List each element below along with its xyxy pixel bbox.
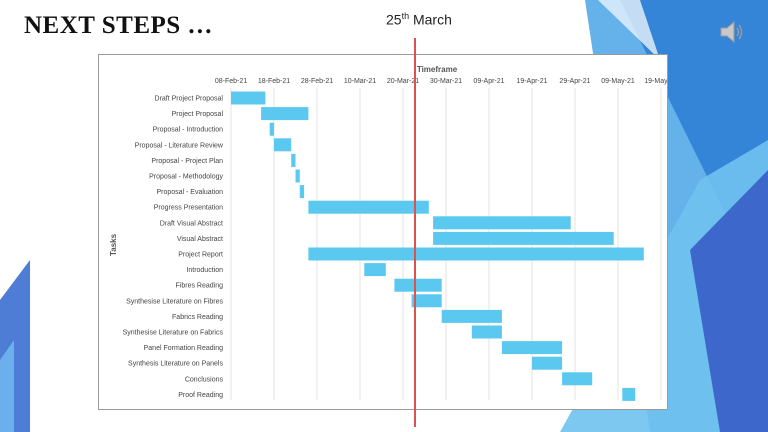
task-bar: [364, 263, 386, 277]
x-tick-label: 19-Apr-21: [516, 78, 547, 85]
task-label: Proposal - Evaluation: [156, 189, 223, 196]
task-bar: [308, 247, 644, 261]
gantt-chart: Timeframe Tasks 08-Feb-21 18-Feb-21 28-Feb-2…: [109, 65, 667, 401]
task-bar: [295, 169, 300, 183]
task-bar: [269, 122, 274, 136]
x-tick-label: 10-Mar-21: [344, 78, 376, 85]
task-label: Proof Reading: [178, 392, 223, 399]
chart-title: Timeframe: [417, 65, 458, 74]
task-bar: [291, 153, 296, 167]
x-tick-label: 09-Apr-21: [473, 78, 504, 85]
task-label: Draft Visual Abstract: [160, 220, 223, 227]
task-label: Panel Formation Reading: [144, 345, 223, 352]
task-bar: [394, 278, 442, 292]
task-bar: [308, 200, 429, 214]
task-bar: [299, 185, 305, 199]
task-label: Proposal - Methodology: [149, 174, 223, 181]
marker-label-suffix: th: [401, 11, 410, 21]
task-bar: [441, 309, 502, 323]
x-tick-label: 09-May-21: [601, 78, 635, 85]
x-tick-label: 18-Feb-21: [258, 78, 290, 85]
task-label: Fabrics Reading: [172, 314, 223, 321]
task-bar: [622, 387, 636, 401]
marker-date-label: 25th March: [386, 11, 452, 28]
task-label: Draft Project Proposal: [155, 96, 224, 103]
task-label: Proposal - Project Plan: [151, 158, 223, 165]
task-label: Synthesis Literature on Panels: [128, 361, 223, 368]
x-tick-label: 08-Feb-21: [215, 78, 247, 85]
task-label: Synthesise Literature on Fabrics: [123, 330, 224, 337]
task-bar: [261, 107, 309, 121]
task-label: Progress Presentation: [154, 205, 223, 212]
task-bar: [471, 325, 502, 339]
current-date-marker-line: [414, 38, 416, 427]
task-bar: [532, 356, 563, 370]
task-bar: [433, 216, 571, 230]
x-tick-label: 28-Feb-21: [301, 78, 333, 85]
y-axis-label: Tasks: [109, 233, 118, 256]
task-label: Project Report: [178, 252, 223, 259]
slide-title: NEXT STEPS …: [24, 12, 213, 39]
gantt-chart-frame: Timeframe Tasks 08-Feb-21 18-Feb-21 28-Feb-2…: [98, 54, 668, 410]
task-label: Proposal - Introduction: [153, 127, 224, 134]
task-bar: [433, 231, 614, 245]
x-tick-label: 19-May-21: [644, 78, 667, 85]
task-label: Synthesise Literature on Fibres: [126, 298, 223, 305]
speaker-icon[interactable]: [718, 20, 746, 44]
x-tick-label: 30-Mar-21: [430, 78, 462, 85]
task-bar: [231, 91, 266, 105]
task-label: Conclusions: [185, 376, 224, 383]
marker-label-month: March: [409, 11, 452, 28]
task-bar: [274, 138, 292, 152]
task-label: Project Proposal: [172, 111, 224, 118]
x-tick-label: 20-Mar-21: [387, 78, 419, 85]
task-label: Visual Abstract: [177, 236, 223, 243]
task-label: Fibres Reading: [176, 283, 224, 290]
task-bar: [411, 294, 442, 308]
x-tick-label: 29-Apr-21: [559, 78, 590, 85]
task-bar: [562, 372, 593, 386]
marker-label-day: 25: [386, 11, 402, 28]
task-bar: [501, 341, 563, 355]
task-label: Proposal - Literature Review: [135, 142, 224, 149]
task-label: Introduction: [186, 267, 223, 274]
